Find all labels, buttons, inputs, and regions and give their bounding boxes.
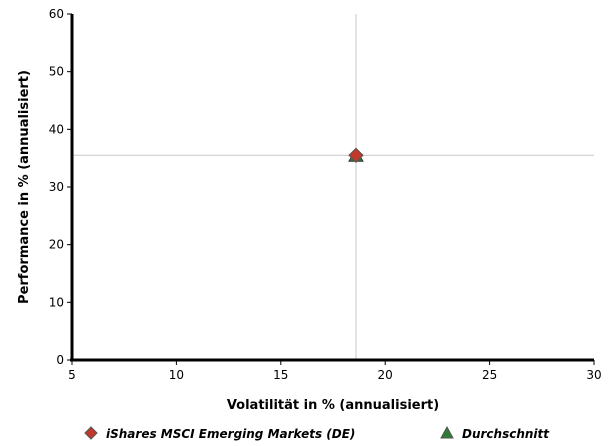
y-tick-label: 10	[49, 295, 64, 309]
x-tick-label: 25	[482, 368, 497, 382]
diamond-marker-icon	[84, 426, 98, 440]
y-axis-title: Performance in % (annualisiert)	[17, 70, 32, 304]
y-axis-ticks: 0 10 20 30 40 50 60	[49, 7, 72, 367]
y-tick-label: 0	[56, 353, 64, 367]
legend-label-series-1: iShares MSCI Emerging Markets (DE)	[106, 427, 355, 441]
triangle-marker-icon	[440, 425, 454, 439]
x-tick-label: 5	[68, 368, 76, 382]
x-tick-label: 15	[273, 368, 288, 382]
x-axis-ticks: 5 10 15 20 25 30	[68, 360, 602, 382]
data-markers	[348, 147, 364, 163]
x-axis-title: Volatilität in % (annualisiert)	[227, 398, 439, 413]
x-tick-label: 20	[378, 368, 393, 382]
legend: iShares MSCI Emerging Markets (DE) Durch…	[84, 425, 550, 441]
data-point-ishares	[348, 147, 364, 163]
y-tick-label: 30	[49, 180, 64, 194]
y-tick-label: 40	[49, 122, 64, 136]
x-tick-label: 30	[586, 368, 601, 382]
x-tick-label: 10	[169, 368, 184, 382]
y-tick-label: 60	[49, 7, 64, 21]
y-tick-label: 20	[49, 238, 64, 252]
y-tick-label: 50	[49, 65, 64, 79]
legend-label-series-2: Durchschnitt	[462, 427, 550, 441]
